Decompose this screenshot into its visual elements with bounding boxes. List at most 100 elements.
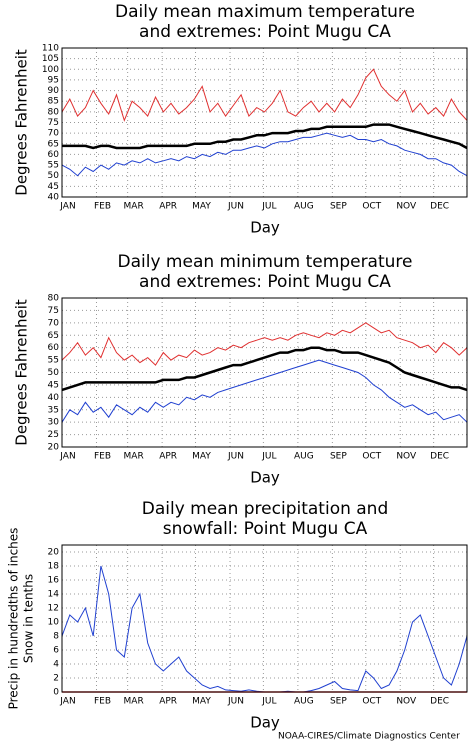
x-axis-label: Day: [250, 219, 280, 237]
x-tick-label: JUL: [261, 202, 276, 212]
y-tick-label: 70: [48, 129, 60, 139]
y-tick-label: 80: [48, 294, 60, 304]
y-tick-label: 110: [42, 44, 59, 54]
y-tick-label: 80: [48, 107, 60, 117]
y-tick-label: 4: [53, 660, 59, 670]
plot-frame: [61, 544, 468, 693]
x-tick-label: MAY: [192, 202, 211, 212]
y-tick-label: 6: [53, 646, 59, 656]
data-line: [61, 132, 468, 177]
x-tick-label: MAR: [124, 697, 144, 707]
y-tick-label: 50: [48, 171, 60, 181]
plot-frame: [61, 297, 468, 448]
x-tick-label: NOV: [396, 202, 417, 212]
plot-frame: [61, 47, 468, 198]
y-tick-label: 14: [48, 590, 60, 600]
y-tick-label: 20: [48, 548, 60, 558]
data-line: [62, 123, 468, 150]
chart-title: snowfall: Point Mugu CA: [163, 519, 368, 539]
y-tick-label: 2: [53, 674, 59, 684]
y-tick-label: 55: [48, 356, 59, 366]
x-tick-label: NOV: [396, 697, 417, 707]
x-tick-label: JUN: [227, 202, 244, 212]
y-tick-label: 40: [48, 193, 60, 203]
x-tick-label: SEP: [330, 697, 347, 707]
x-tick-label: OCT: [362, 452, 381, 462]
x-tick-label: JUL: [261, 697, 276, 707]
x-tick-label: SEP: [330, 202, 347, 212]
y-tick-label: 65: [48, 139, 59, 149]
x-tick-label: APR: [159, 202, 177, 212]
x-tick-label: MAY: [192, 697, 211, 707]
y-tick-label: 75: [48, 306, 59, 316]
x-tick-label: OCT: [362, 697, 381, 707]
y-tick-label: 25: [48, 430, 59, 440]
data-line: [61, 322, 468, 366]
y-tick-label: 16: [48, 576, 60, 586]
x-tick-label: JAN: [59, 452, 75, 462]
x-tick-label: JUL: [261, 452, 276, 462]
chart-title: Daily mean maximum temperature: [115, 2, 415, 22]
x-axis-label: Day: [250, 714, 280, 732]
y-tick-label: 45: [48, 182, 59, 192]
x-tick-label: DEC: [430, 202, 449, 212]
y-axis-label: Precip in hundredths of inches: [7, 528, 21, 710]
y-tick-label: 30: [48, 418, 60, 428]
y-tick-label: 105: [42, 54, 59, 64]
y-tick-label: 45: [48, 380, 59, 390]
y-tick-label: 0: [53, 688, 59, 698]
x-tick-label: AUG: [294, 452, 314, 462]
y-tick-label: 8: [53, 632, 59, 642]
y-tick-label: 10: [48, 618, 60, 628]
data-line: [61, 68, 468, 122]
y-tick-label: 20: [48, 443, 60, 453]
x-tick-label: AUG: [294, 697, 314, 707]
x-tick-label: FEB: [94, 697, 111, 707]
data-line: [61, 565, 468, 693]
data-line: [61, 359, 468, 423]
y-tick-label: 70: [48, 318, 60, 328]
y-tick-label: 95: [48, 75, 59, 85]
x-tick-label: DEC: [430, 452, 449, 462]
x-tick-label: DEC: [430, 697, 449, 707]
x-tick-label: MAR: [124, 202, 144, 212]
y-axis-label: Degrees Fahrenheit: [13, 49, 31, 196]
x-axis-label: Day: [250, 469, 280, 487]
x-tick-label: JUN: [227, 452, 244, 462]
footer: NOAA-CIRES/Climate Diagnostics Center: [278, 732, 460, 742]
x-tick-label: MAR: [124, 452, 144, 462]
y-axis-label: Degrees Fahrenheit: [13, 299, 31, 446]
x-tick-label: NOV: [396, 452, 417, 462]
x-tick-label: JUN: [227, 697, 244, 707]
y-axis-label: Snow in tenths: [22, 574, 36, 663]
x-tick-label: FEB: [94, 202, 111, 212]
y-tick-label: 55: [48, 161, 59, 171]
y-tick-label: 18: [48, 562, 60, 572]
y-tick-label: 90: [48, 86, 60, 96]
y-tick-label: 100: [42, 65, 59, 75]
y-tick-label: 85: [48, 97, 59, 107]
x-tick-label: APR: [159, 452, 177, 462]
y-tick-label: 75: [48, 118, 59, 128]
chart-title: and extremes: Point Mugu CA: [139, 272, 391, 292]
y-tick-label: 65: [48, 331, 59, 341]
y-tick-label: 35: [48, 405, 59, 415]
chart-title: Daily mean precipitation and: [142, 499, 389, 519]
y-tick-label: 12: [48, 604, 59, 614]
y-tick-label: 50: [48, 368, 60, 378]
y-tick-label: 40: [48, 393, 60, 403]
x-tick-label: JAN: [59, 202, 75, 212]
chart-title: and extremes: Point Mugu CA: [139, 22, 391, 42]
x-tick-label: MAY: [192, 452, 211, 462]
x-tick-label: AUG: [294, 202, 314, 212]
data-line: [61, 346, 468, 392]
y-tick-label: 60: [48, 150, 60, 160]
chart-title: Daily mean minimum temperature: [118, 252, 413, 272]
x-tick-label: APR: [159, 697, 177, 707]
y-tick-label: 60: [48, 343, 60, 353]
x-tick-label: JAN: [59, 697, 75, 707]
x-tick-label: FEB: [94, 452, 111, 462]
x-tick-label: SEP: [330, 452, 347, 462]
